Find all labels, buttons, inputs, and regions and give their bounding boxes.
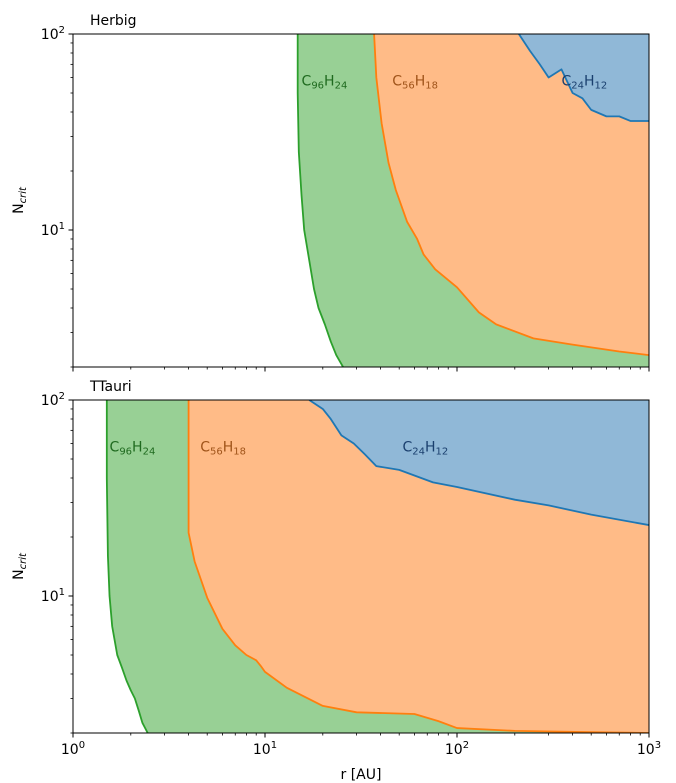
c56h18-boundary-line: [187, 400, 649, 733]
x-tick-label: 100: [61, 740, 85, 758]
c24h12-region: [309, 400, 649, 526]
y-tick-label: 102: [41, 391, 65, 409]
c96h24-label: C96H24: [302, 73, 348, 91]
c24h12-region: [518, 34, 649, 121]
ttauri-panel-title: TTauri: [89, 379, 132, 395]
axes-frame: [72, 399, 650, 734]
axes-frame: [72, 33, 650, 368]
herbig-panel-title: Herbig: [90, 13, 137, 29]
c96h24-label: C96H24: [110, 439, 156, 457]
c56h18-label: C56H18: [392, 73, 438, 91]
y-tick-label: 101: [41, 221, 65, 239]
c24h12-label: C24H12: [402, 439, 448, 457]
x-tick-label: 101: [253, 740, 277, 758]
x-tick-label: 102: [445, 740, 469, 758]
plot-area: [296, 34, 649, 367]
plot-area: [105, 400, 649, 733]
x-axis-label: r [AU]: [341, 767, 382, 783]
y-tick-label: 102: [41, 25, 65, 43]
c96h24-boundary-line: [296, 34, 344, 367]
y-axis-label: Ncrit: [11, 186, 29, 214]
y-tick-label: 101: [41, 587, 65, 605]
c24h12-label: C24H12: [561, 73, 607, 91]
c56h18-boundary-line: [373, 34, 649, 356]
herbig-panel: C96H24 C56H18 C24H12 101 102 Herbig Ncrit: [11, 13, 650, 372]
c96h24-boundary-line: [105, 400, 149, 733]
x-tick-label: 103: [637, 740, 661, 758]
ttauri-panel: C96H24 C56H18 C24H12 100 101 102 103 101 102 TTau…: [11, 379, 661, 783]
y-axis-label: Ncrit: [11, 552, 29, 580]
c24h12-boundary-line: [308, 400, 649, 526]
c24h12-boundary-line: [518, 34, 649, 122]
c56h18-label: C56H18: [200, 439, 246, 457]
